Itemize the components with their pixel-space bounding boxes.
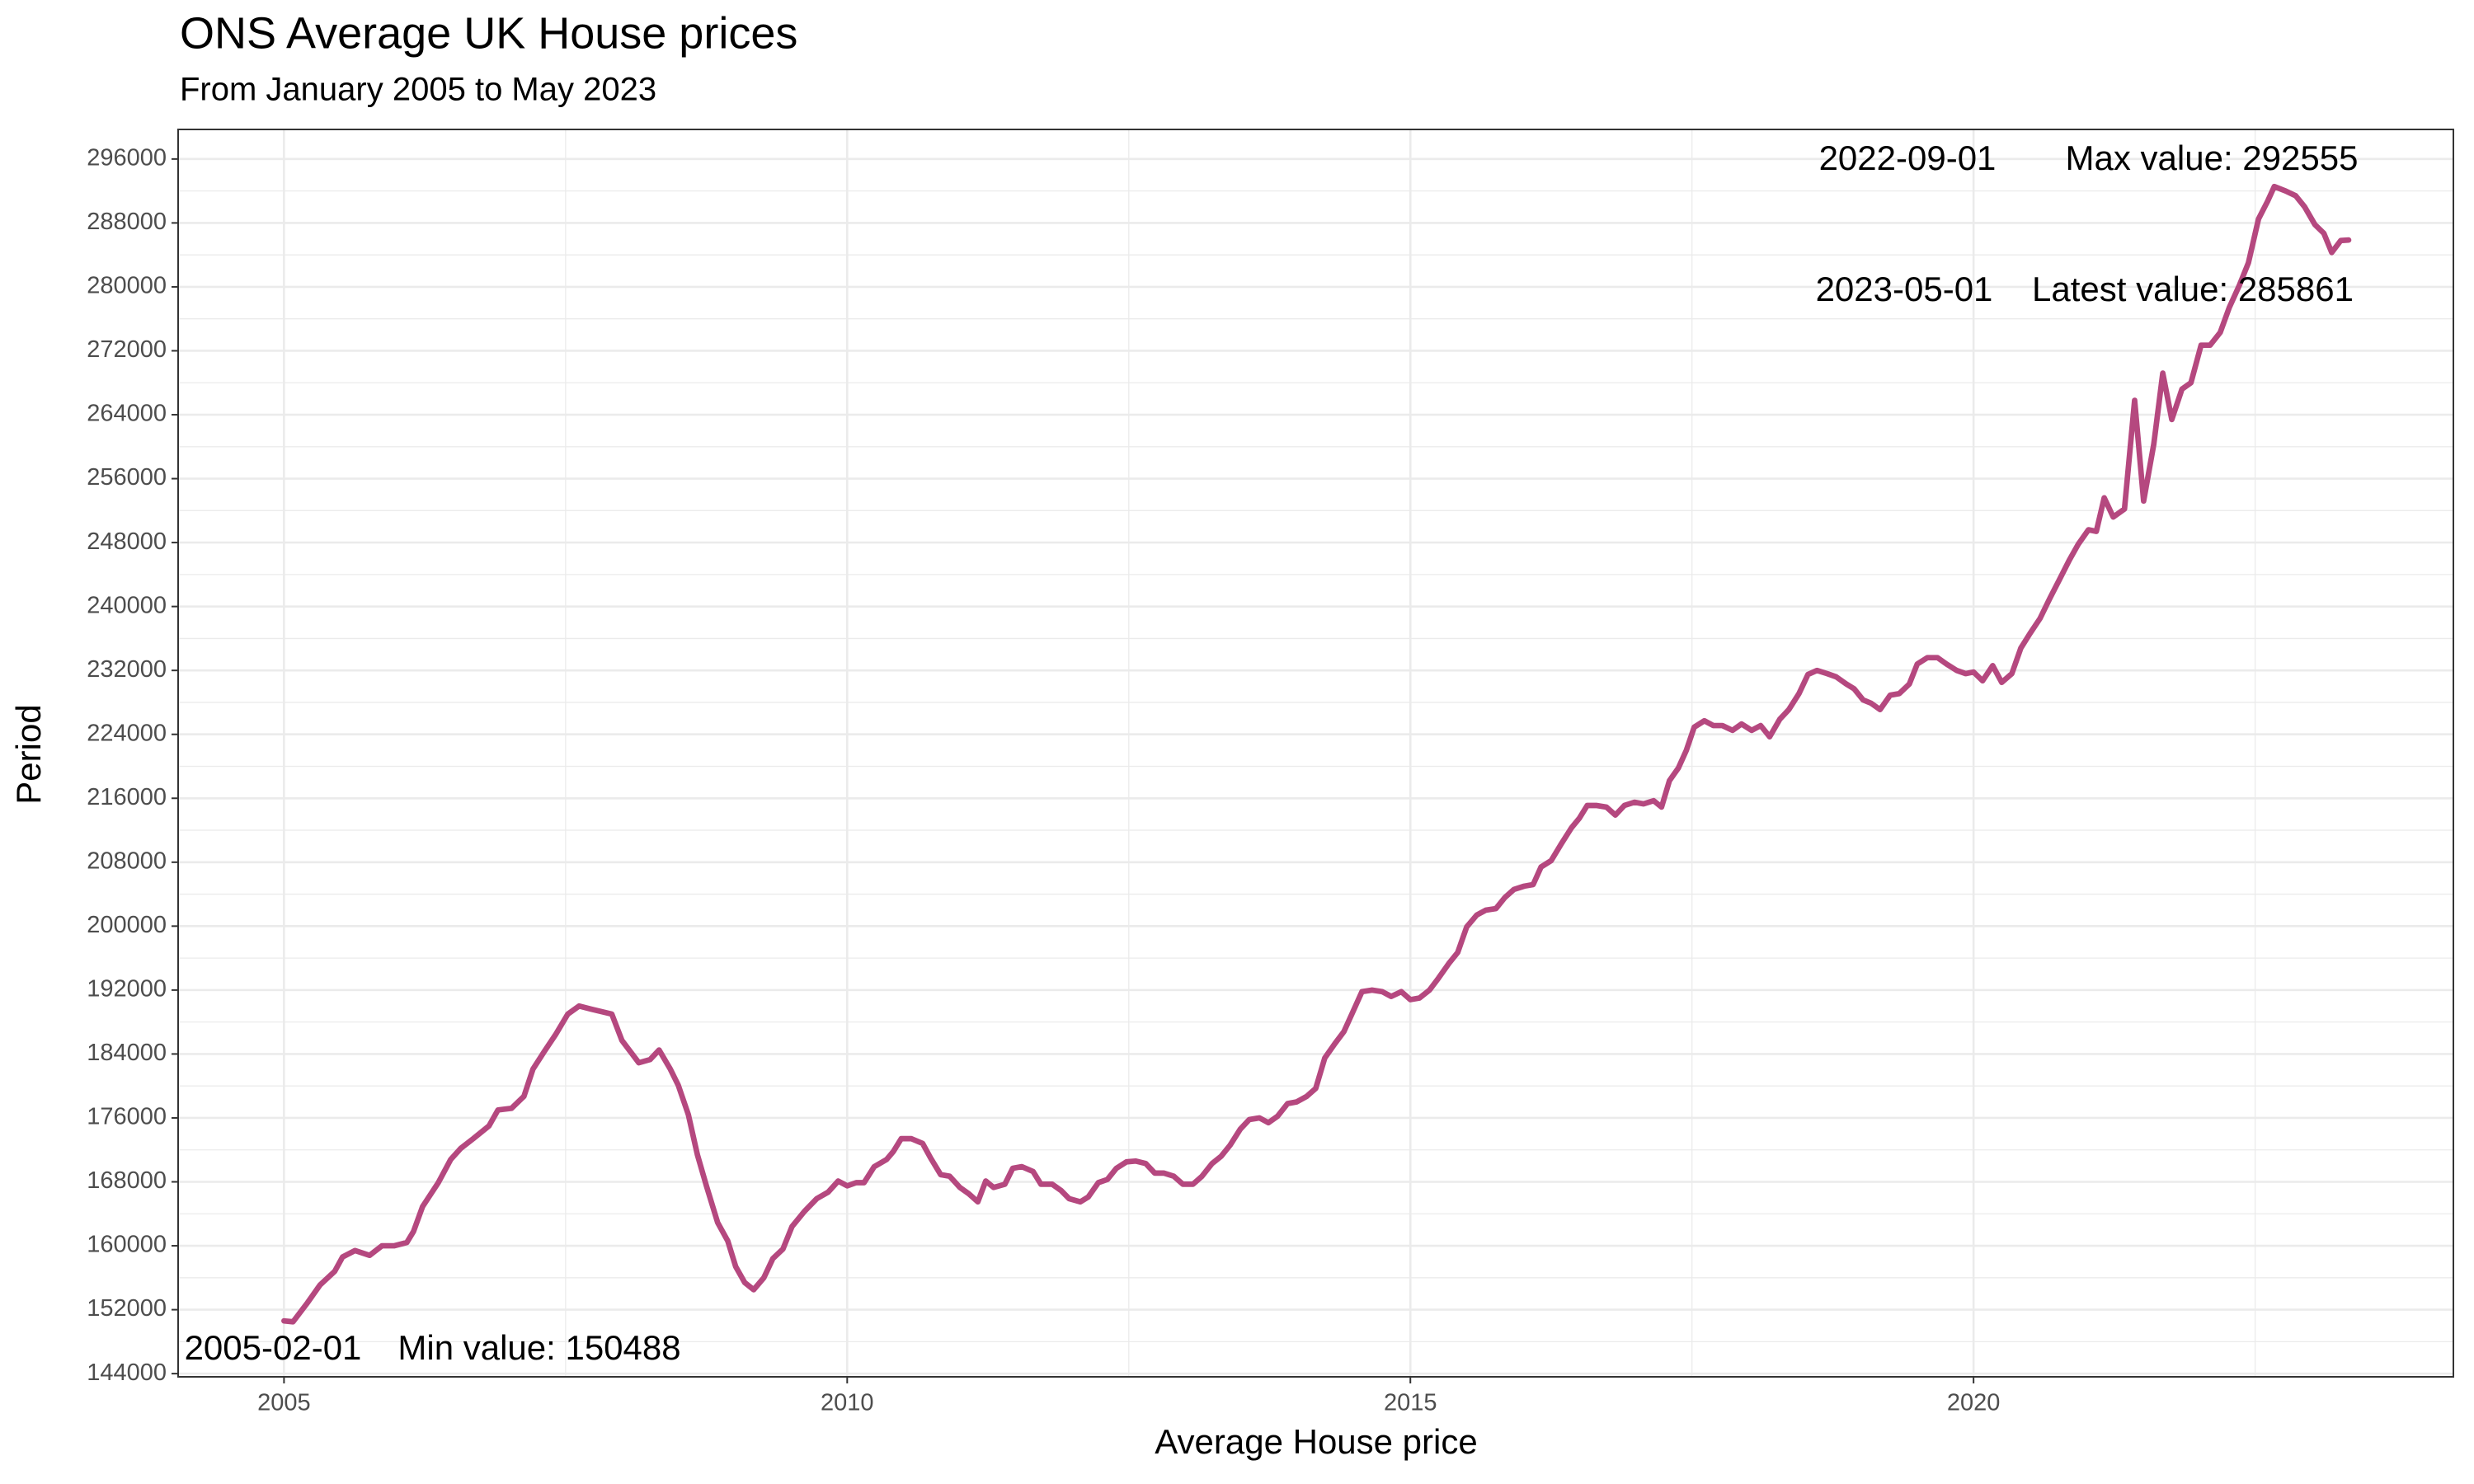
- annotation: Latest value: 285861: [2032, 270, 2354, 308]
- y-tick-label: 144000: [87, 1360, 167, 1386]
- y-tick-label: 152000: [87, 1295, 167, 1322]
- y-axis-title: Period: [9, 704, 48, 804]
- annotation: 2005-02-01: [185, 1328, 362, 1367]
- y-tick-label: 280000: [87, 273, 167, 299]
- plot: [281, 183, 2352, 1325]
- y-tick-label: 264000: [87, 401, 167, 427]
- y-tick-label: 224000: [87, 720, 167, 746]
- y-tick-label: 240000: [87, 592, 167, 618]
- y-tick-label: 256000: [87, 464, 167, 491]
- price-line: [281, 183, 2352, 1325]
- x-tick-label: 2010: [821, 1390, 874, 1416]
- y-tick-label: 192000: [87, 976, 167, 1003]
- annotation: 2023-05-01: [1816, 270, 1993, 308]
- x-tick-label: 2005: [257, 1390, 311, 1416]
- grid: [178, 129, 2453, 1377]
- y-tick-label: 232000: [87, 656, 167, 683]
- y-tick-label: 208000: [87, 848, 167, 874]
- y-tick-label: 296000: [87, 145, 167, 171]
- y-tick-label: 176000: [87, 1104, 167, 1130]
- y-tick-label: 288000: [87, 209, 167, 235]
- y-tick-label: 200000: [87, 912, 167, 938]
- chart-title: ONS Average UK House prices: [180, 8, 797, 58]
- chart-subtitle: From January 2005 to May 2023: [180, 72, 656, 108]
- plot-border: [177, 129, 2454, 1378]
- x-tick-label: 2015: [1384, 1390, 1437, 1416]
- annotation: 2022-09-01: [1819, 139, 1997, 177]
- x-axis-title: Average House price: [1155, 1422, 1477, 1461]
- y-tick-label: 184000: [87, 1040, 167, 1066]
- y-tick-label: 168000: [87, 1167, 167, 1194]
- y-tick-label: 272000: [87, 336, 167, 363]
- y-tick-label: 216000: [87, 784, 167, 810]
- annotation: Max value: 292555: [2066, 139, 2359, 177]
- y-tick-label: 248000: [87, 528, 167, 555]
- y-tick-label: 160000: [87, 1232, 167, 1258]
- annotation: Min value: 150488: [397, 1328, 680, 1367]
- x-tick-label: 2020: [1947, 1390, 2001, 1416]
